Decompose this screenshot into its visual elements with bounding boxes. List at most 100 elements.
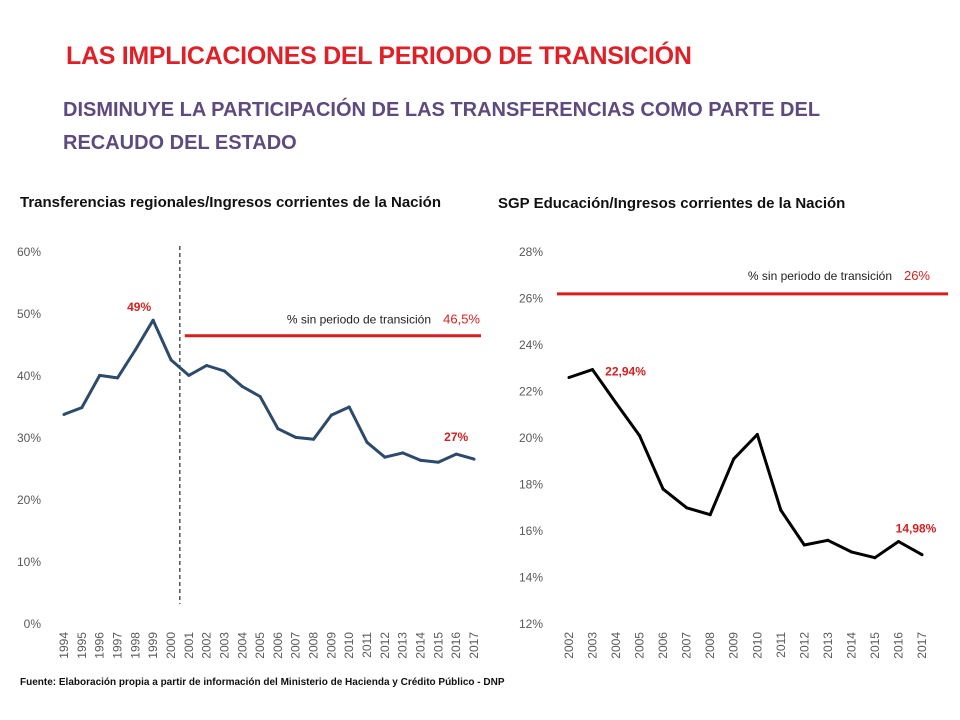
chart1-reference-label: % sin periodo de transición [287, 313, 431, 327]
chart1-data-point [329, 413, 333, 417]
chart2-y-tick: 14% [519, 571, 543, 585]
chart2-data-point [873, 556, 877, 560]
chart2-data-point [755, 433, 759, 437]
chart1-data-point [276, 427, 280, 431]
chart1-x-tick: 1996 [93, 632, 107, 659]
chart1-data-point [454, 452, 458, 456]
chart1-x-tick: 2010 [342, 632, 356, 659]
chart2-y-tick: 18% [519, 478, 543, 492]
chart1-data-point [347, 405, 351, 409]
chart2-y-tick: 12% [519, 617, 543, 631]
chart1-x-tick: 2014 [414, 632, 428, 659]
slide-title: LAS IMPLICACIONES DEL PERIODO DE TRANSIC… [66, 42, 692, 70]
chart1-data-point [401, 451, 405, 455]
chart2-x-tick: 2009 [727, 632, 741, 659]
chart2-x-tick: 2016 [891, 632, 905, 659]
chart1-series-line [63, 318, 475, 464]
chart2-y-tick: 24% [519, 338, 543, 352]
chart1-x-tick: 1997 [110, 632, 124, 659]
chart1-x-tick: 2012 [378, 632, 392, 659]
chart1-data-point [419, 458, 423, 462]
chart2-y-tick: 16% [519, 524, 543, 538]
chart1-y-tick: 10% [17, 555, 41, 569]
chart1-x-tick: 2006 [271, 632, 285, 659]
chart2-series-line [568, 368, 923, 560]
chart1-x-tick: 1998 [128, 632, 142, 659]
chart1-data-label: 49% [127, 300, 151, 314]
chart2-x-tick: 2005 [633, 632, 647, 659]
chart1-x-tick: 2016 [449, 632, 463, 659]
chart2-x-tick: 2007 [680, 632, 694, 659]
chart1-x-tick: 2004 [235, 632, 249, 659]
chart2-x-tick: 2008 [703, 632, 717, 659]
chart1-data-point [294, 435, 298, 439]
chart2-data-point [567, 376, 571, 380]
chart2-data-point [802, 543, 806, 547]
chart1-transferencias-regionales: 0% 10% 20% 30% 40% 50% 60% 1994 1995 1996 1997 1998… [17, 245, 481, 659]
chart2-reference-label: % sin periodo de transición [748, 269, 892, 283]
chart2-x-tick: 2012 [797, 632, 811, 659]
chart1-data-point [80, 406, 84, 410]
chart1-data-point [258, 394, 262, 398]
chart2-x-tick: 2010 [750, 632, 764, 659]
chart2-data-point [591, 368, 595, 372]
chart2-data-point [685, 506, 689, 510]
chart2-data-point [638, 434, 642, 438]
chart1-reference-value: 46,5% [443, 312, 480, 327]
chart1-data-point [240, 385, 244, 389]
chart1-data-point [205, 363, 209, 367]
chart1-y-tick: 30% [17, 431, 41, 445]
chart1-x-tick: 2000 [164, 632, 178, 659]
chart1-y-tick: 50% [17, 307, 41, 321]
chart1-data-point [436, 460, 440, 464]
chart2-data-label: 14,98% [896, 522, 937, 536]
chart2-x-tick: 2004 [609, 632, 623, 659]
chart2-data-point [779, 508, 783, 512]
chart1-x-tick: 1999 [146, 632, 160, 659]
chart2-data-point [708, 513, 712, 517]
chart1-x-tick: 2009 [324, 632, 338, 659]
chart1-data-point [133, 348, 137, 352]
chart1-x-tick: 2002 [200, 632, 214, 659]
chart2-y-tick: 28% [519, 245, 543, 259]
chart1-x-tick: 2008 [307, 632, 321, 659]
chart2-x-tick: 2011 [774, 632, 788, 658]
chart2-title: SGP Educación/Ingresos corrientes de la … [498, 195, 846, 212]
chart2-x-tick: 2003 [586, 632, 600, 659]
chart2-x-tick: 2017 [915, 632, 929, 659]
chart2-y-tick: 20% [519, 431, 543, 445]
chart1-x-tick: 2017 [467, 632, 481, 659]
chart2-x-tick: 2015 [868, 632, 882, 659]
chart1-data-point [98, 373, 102, 377]
chart2-x-tick: 2013 [821, 632, 835, 659]
chart1-x-tick: 2005 [253, 632, 267, 659]
chart1-data-label: 27% [444, 430, 468, 444]
chart1-data-point [312, 437, 316, 441]
chart1-y-tick: 40% [17, 369, 41, 383]
chart1-data-point [62, 412, 66, 416]
chart1-y-tick: 60% [17, 245, 41, 259]
chart1-data-point [169, 358, 173, 362]
chart2-x-tick: 2006 [656, 632, 670, 659]
chart1-data-point [187, 373, 191, 377]
chart1-data-point [383, 455, 387, 459]
slide-subtitle: DISMINUYE LA PARTICIPACIÓN DE LAS TRANSF… [63, 99, 820, 154]
chart1-x-tick: 1994 [57, 632, 71, 659]
chart1-y-tick: 20% [17, 493, 41, 507]
chart2-data-point [732, 457, 736, 461]
chart2-y-tick: 22% [519, 385, 543, 399]
chart2-data-point [920, 553, 924, 557]
chart2-data-point [614, 401, 618, 405]
chart1-data-point [472, 457, 476, 461]
chart1-y-tick: 0% [24, 617, 42, 631]
chart1-x-tick: 1995 [75, 632, 89, 659]
chart2-data-point [896, 539, 900, 543]
chart1-data-point [222, 369, 226, 373]
chart1-data-point [365, 440, 369, 444]
chart2-data-point [849, 550, 853, 554]
chart1-x-tick: 2011 [360, 632, 374, 658]
chart2-reference-value: 26% [904, 268, 930, 283]
chart2-data-label: 22,94% [605, 365, 646, 379]
source-note: Fuente: Elaboración propia a partir de i… [20, 677, 505, 688]
